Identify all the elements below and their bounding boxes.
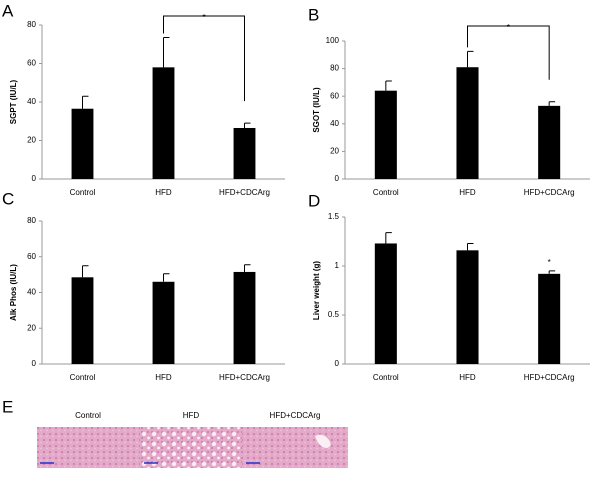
bar bbox=[233, 271, 256, 364]
bar bbox=[374, 243, 397, 364]
x-tick-label: HFD+CDCArg bbox=[219, 188, 270, 197]
error-bar bbox=[244, 264, 251, 272]
image-label: Control bbox=[75, 411, 101, 420]
y-tick-label: 80 bbox=[27, 216, 36, 225]
y-tick-label: 80 bbox=[27, 20, 36, 29]
error-bar bbox=[82, 95, 89, 109]
y-tick-label: 20 bbox=[27, 323, 36, 332]
annotation: * bbox=[507, 23, 510, 32]
error-bar bbox=[548, 101, 556, 106]
bar bbox=[152, 281, 175, 364]
vessel bbox=[315, 434, 331, 448]
image-label: HFD bbox=[183, 411, 200, 420]
bar bbox=[456, 67, 479, 179]
x-tick-label: HFD bbox=[459, 188, 476, 197]
error-bar bbox=[548, 270, 556, 274]
y-tick-label: 0 bbox=[32, 359, 37, 368]
error-bar bbox=[467, 50, 474, 68]
y-tick-label: 1.5 bbox=[328, 212, 340, 221]
error-bar bbox=[385, 80, 392, 91]
bar bbox=[538, 105, 561, 179]
bar bbox=[233, 127, 256, 179]
y-tick-label: 100 bbox=[326, 36, 340, 45]
x-tick-label: HFD+CDCArg bbox=[219, 373, 270, 382]
y-tick-label: 60 bbox=[330, 91, 339, 100]
y-axis-title: SGPT (IU/L) bbox=[9, 79, 18, 124]
y-axis-title: SGOT (IU/L) bbox=[312, 87, 321, 133]
y-axis-title: Alk Phos (IU/L) bbox=[9, 264, 18, 321]
panel-label: B bbox=[308, 5, 319, 24]
y-tick-label: 0 bbox=[32, 174, 37, 183]
y-tick-label: 0 bbox=[335, 174, 340, 183]
annotation: * bbox=[548, 258, 551, 267]
image-label: HFD+CDCArg bbox=[270, 411, 321, 420]
annotation: * bbox=[202, 13, 205, 22]
error-bar bbox=[467, 242, 474, 251]
y-tick-label: 0.5 bbox=[328, 310, 340, 319]
x-tick-label: Control bbox=[70, 373, 96, 382]
x-tick-label: HFD bbox=[155, 373, 172, 382]
error-bar bbox=[385, 232, 392, 244]
x-tick-label: HFD bbox=[155, 188, 172, 197]
y-tick-label: 80 bbox=[330, 64, 339, 73]
panel-label: D bbox=[308, 191, 320, 210]
histology-control bbox=[37, 427, 140, 468]
error-bar bbox=[163, 273, 170, 282]
bar bbox=[152, 67, 175, 179]
bar bbox=[71, 108, 94, 179]
error-bar bbox=[244, 122, 251, 128]
y-tick-label: 40 bbox=[330, 119, 339, 128]
panel-label: A bbox=[2, 1, 14, 20]
error-bar bbox=[82, 265, 89, 278]
histology-cdcarg bbox=[242, 427, 348, 468]
x-tick-label: HFD+CDCArg bbox=[524, 373, 575, 382]
panel-label: C bbox=[2, 189, 14, 208]
y-tick-label: 40 bbox=[27, 97, 36, 106]
y-tick-label: 20 bbox=[27, 136, 36, 145]
bar bbox=[374, 90, 397, 179]
y-axis-title: Liver weight (g) bbox=[312, 261, 321, 320]
bar bbox=[456, 250, 479, 364]
x-tick-label: Control bbox=[373, 373, 399, 382]
bar bbox=[538, 273, 561, 364]
x-tick-label: Control bbox=[373, 188, 399, 197]
x-tick-label: Control bbox=[70, 188, 96, 197]
significance-bracket bbox=[467, 25, 550, 80]
bar bbox=[71, 277, 94, 364]
y-tick-label: 60 bbox=[27, 59, 36, 68]
y-tick-label: 20 bbox=[330, 147, 339, 156]
x-tick-label: HFD bbox=[459, 373, 476, 382]
significance-bracket bbox=[163, 15, 245, 102]
histology-hfd bbox=[140, 427, 242, 468]
y-tick-label: 40 bbox=[27, 288, 36, 297]
y-tick-label: 60 bbox=[27, 252, 36, 261]
y-tick-label: 0 bbox=[335, 359, 340, 368]
histology-images bbox=[37, 427, 348, 468]
panel-label: E bbox=[2, 397, 13, 416]
error-bar bbox=[163, 37, 170, 68]
x-tick-label: HFD+CDCArg bbox=[524, 188, 575, 197]
y-tick-label: 1 bbox=[335, 261, 340, 270]
